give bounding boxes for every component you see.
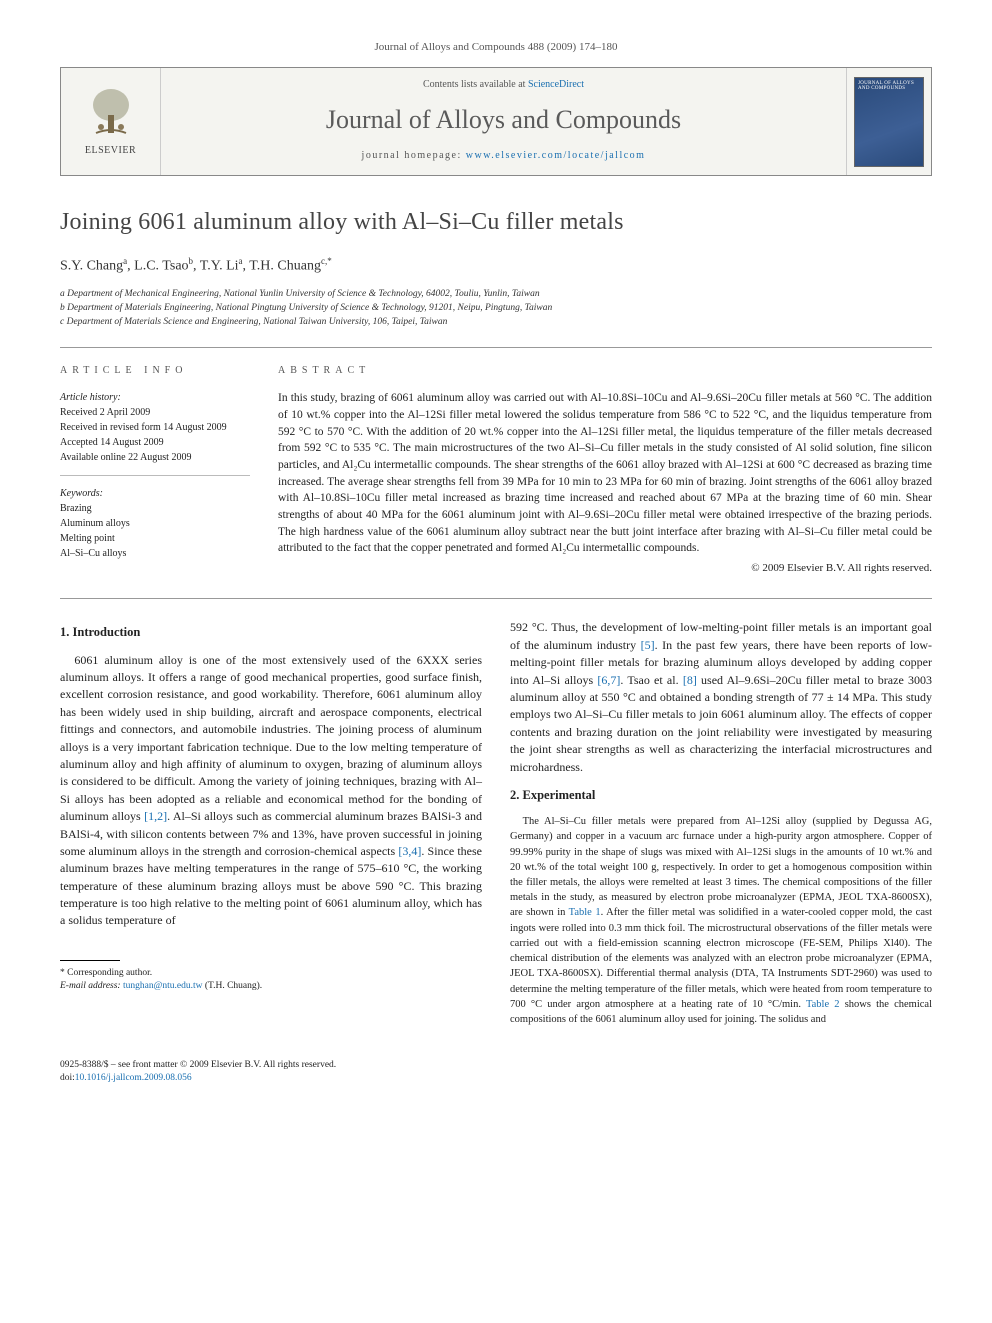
contents-prefix: Contents lists available at xyxy=(423,79,528,90)
body-two-column: 1. Introduction 6061 aluminum alloy is o… xyxy=(60,619,932,1037)
keyword-2: Aluminum alloys xyxy=(60,516,250,531)
ref-link-8[interactable]: [8] xyxy=(683,673,697,687)
banner-center: Contents lists available at ScienceDirec… xyxy=(161,68,846,174)
intro-paragraph-2: 592 °C. Thus, the development of low-mel… xyxy=(510,619,932,776)
homepage-link[interactable]: www.elsevier.com/locate/jallcom xyxy=(466,150,646,161)
abstract-column: abstract In this study, brazing of 6061 … xyxy=(278,364,932,576)
intro-text-1a: 6061 aluminum alloy is one of the most e… xyxy=(60,653,482,824)
corr-author-label: * Corresponding author. xyxy=(60,967,482,980)
section-divider xyxy=(60,598,932,599)
affiliations: a Department of Mechanical Engineering, … xyxy=(60,287,932,330)
keyword-3: Melting point xyxy=(60,531,250,546)
abstract-heading: abstract xyxy=(278,364,932,378)
publisher-name: ELSEVIER xyxy=(85,144,136,158)
running-header: Journal of Alloys and Compounds 488 (200… xyxy=(60,40,932,55)
issn-line: 0925-8388/$ – see front matter © 2009 El… xyxy=(60,1059,932,1072)
homepage-prefix: journal homepage: xyxy=(362,150,466,161)
journal-cover-thumbnail: JOURNAL OF ALLOYS AND COMPOUNDS xyxy=(854,77,924,167)
history-online: Available online 22 August 2009 xyxy=(60,450,250,465)
elsevier-tree-icon xyxy=(86,85,136,140)
history-revised: Received in revised form 14 August 2009 xyxy=(60,420,250,435)
affiliation-a: a Department of Mechanical Engineering, … xyxy=(60,287,932,301)
article-title: Joining 6061 aluminum alloy with Al–Si–C… xyxy=(60,206,932,240)
journal-banner: ELSEVIER Contents lists available at Sci… xyxy=(60,67,932,175)
page-footer: 0925-8388/$ – see front matter © 2009 El… xyxy=(60,1059,932,1086)
corr-email-link[interactable]: tunghan@ntu.edu.tw xyxy=(123,981,202,991)
table-1-link[interactable]: Table 1 xyxy=(569,907,601,918)
intro-text-2c: . Tsao et al. xyxy=(620,673,682,687)
history-accepted: Accepted 14 August 2009 xyxy=(60,435,250,450)
footnote-separator xyxy=(60,960,120,961)
exp-text-1b: . After the filler metal was solidified … xyxy=(510,907,932,1009)
keyword-4: Al–Si–Cu alloys xyxy=(60,546,250,561)
intro-text-2d: used Al–9.6Si–20Cu filler metal to braze… xyxy=(510,673,932,774)
affiliation-c: c Department of Materials Science and En… xyxy=(60,315,932,329)
doi-line: doi:10.1016/j.jallcom.2009.08.056 xyxy=(60,1072,932,1085)
email-label: E-mail address: xyxy=(60,981,123,991)
ref-link-6-7[interactable]: [6,7] xyxy=(597,673,620,687)
contents-lists-line: Contents lists available at ScienceDirec… xyxy=(181,78,826,92)
ref-link-1-2[interactable]: [1,2] xyxy=(144,809,167,823)
cover-title-text: JOURNAL OF ALLOYS AND COMPOUNDS xyxy=(858,81,920,92)
article-history-block: Article history: Received 2 April 2009 R… xyxy=(60,390,250,476)
history-received: Received 2 April 2009 xyxy=(60,405,250,420)
keywords-label: Keywords: xyxy=(60,486,250,501)
ref-link-5[interactable]: [5] xyxy=(641,638,655,652)
table-2-link[interactable]: Table 2 xyxy=(806,999,840,1010)
section-1-heading: 1. Introduction xyxy=(60,623,482,641)
ref-link-3-4[interactable]: [3,4] xyxy=(398,844,421,858)
doi-label: doi: xyxy=(60,1073,75,1083)
corr-email-person: (T.H. Chuang). xyxy=(202,981,262,991)
keyword-1: Brazing xyxy=(60,501,250,516)
journal-cover-block: JOURNAL OF ALLOYS AND COMPOUNDS xyxy=(846,68,931,174)
corresponding-author-footnote: * Corresponding author. E-mail address: … xyxy=(60,967,482,994)
corr-email-line: E-mail address: tunghan@ntu.edu.tw (T.H.… xyxy=(60,980,482,993)
publisher-logo-block: ELSEVIER xyxy=(61,68,161,174)
journal-name: Journal of Alloys and Compounds xyxy=(181,102,826,138)
section-2-heading: 2. Experimental xyxy=(510,786,932,804)
sciencedirect-link[interactable]: ScienceDirect xyxy=(528,79,584,90)
article-info-column: article info Article history: Received 2… xyxy=(60,364,250,576)
info-abstract-row: article info Article history: Received 2… xyxy=(60,347,932,576)
experimental-paragraph-1: The Al–Si–Cu filler metals were prepared… xyxy=(510,814,932,1027)
history-label: Article history: xyxy=(60,390,250,405)
homepage-line: journal homepage: www.elsevier.com/locat… xyxy=(181,149,826,163)
exp-text-1a: The Al–Si–Cu filler metals were prepared… xyxy=(510,816,932,918)
keywords-block: Keywords: Brazing Aluminum alloys Meltin… xyxy=(60,486,250,561)
article-info-heading: article info xyxy=(60,364,250,378)
intro-paragraph-1: 6061 aluminum alloy is one of the most e… xyxy=(60,652,482,930)
abstract-text: In this study, brazing of 6061 aluminum … xyxy=(278,390,932,557)
affiliation-b: b Department of Materials Engineering, N… xyxy=(60,301,932,315)
abstract-copyright: © 2009 Elsevier B.V. All rights reserved… xyxy=(278,561,932,576)
doi-link[interactable]: 10.1016/j.jallcom.2009.08.056 xyxy=(75,1073,192,1083)
authors-line: S.Y. Changa, L.C. Tsaob, T.Y. Lia, T.H. … xyxy=(60,255,932,276)
